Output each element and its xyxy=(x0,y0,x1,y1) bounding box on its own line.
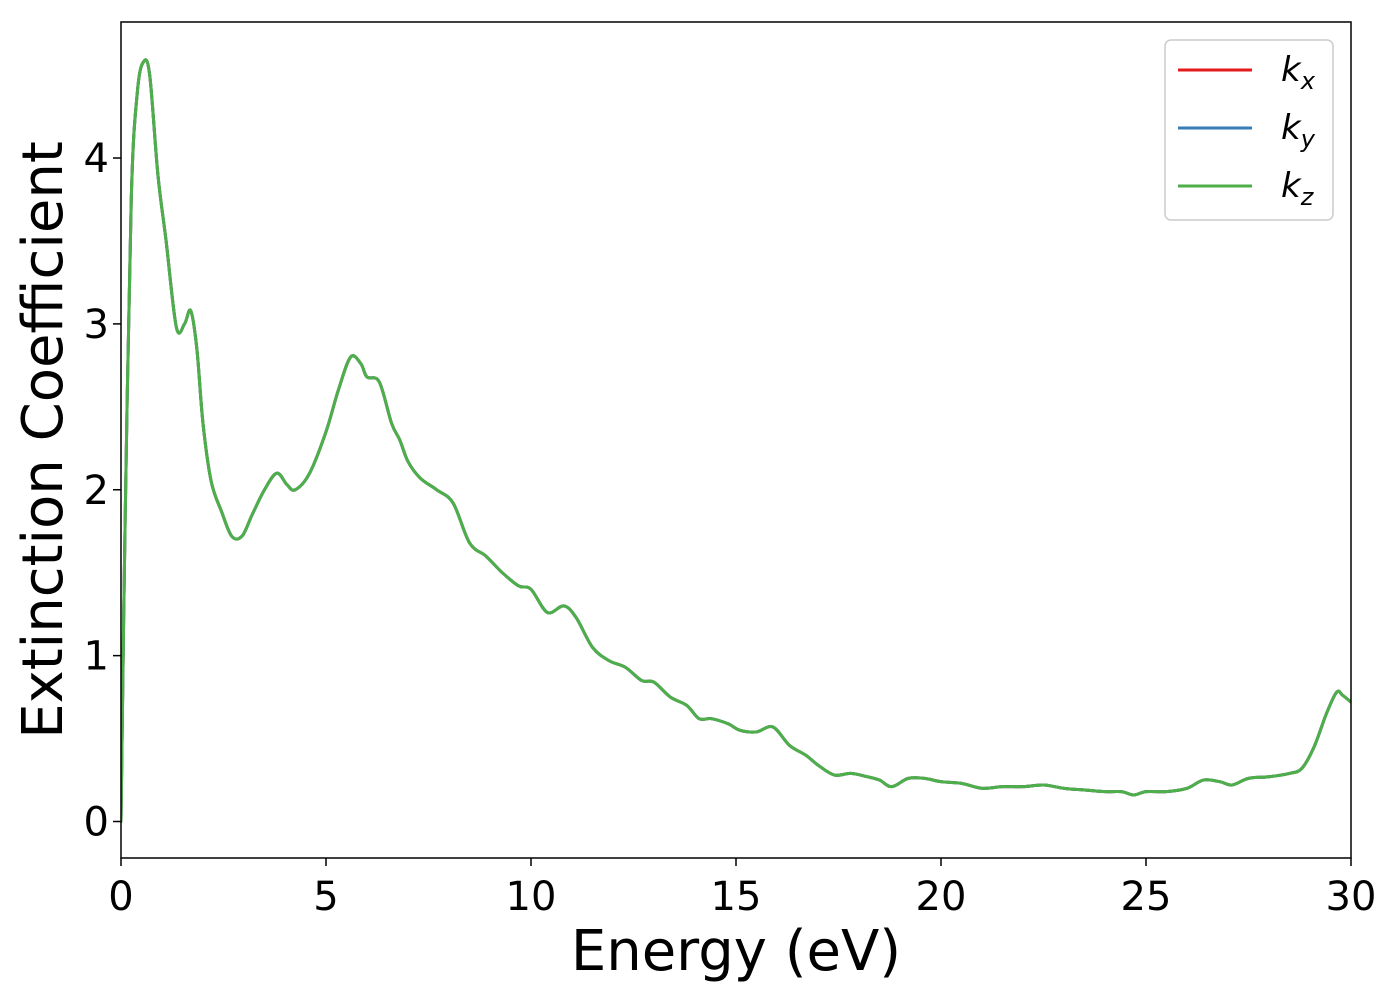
x-tick-label: 5 xyxy=(313,874,338,920)
x-tick-label: 20 xyxy=(916,874,967,920)
legend-label-kx: kx xyxy=(1281,50,1316,95)
y-tick-label: 4 xyxy=(84,136,109,182)
series-line-kz xyxy=(121,58,1351,824)
x-axis-label: Energy (eV) xyxy=(571,919,901,984)
series-lines xyxy=(121,58,1351,824)
y-tick-label: 3 xyxy=(84,302,109,348)
x-tick-label: 30 xyxy=(1326,874,1377,920)
y-tick-label: 0 xyxy=(84,800,109,846)
y-tick-label: 2 xyxy=(84,468,109,514)
y-tick-label: 1 xyxy=(84,634,109,680)
axis-ticks: 0 5 10 15 20 25 30 0 1 2 3 4 xyxy=(84,136,1377,920)
x-tick-label: 10 xyxy=(506,874,557,920)
legend-label-kz: kz xyxy=(1281,166,1315,211)
x-tick-label: 0 xyxy=(108,874,133,920)
y-axis-label: Extinction Coefficient xyxy=(11,141,76,739)
legend-label-ky: ky xyxy=(1281,108,1316,153)
legend: kx ky kz xyxy=(1164,39,1334,221)
legend-box xyxy=(1164,39,1334,221)
x-tick-label: 25 xyxy=(1121,874,1172,920)
x-tick-label: 15 xyxy=(711,874,762,920)
